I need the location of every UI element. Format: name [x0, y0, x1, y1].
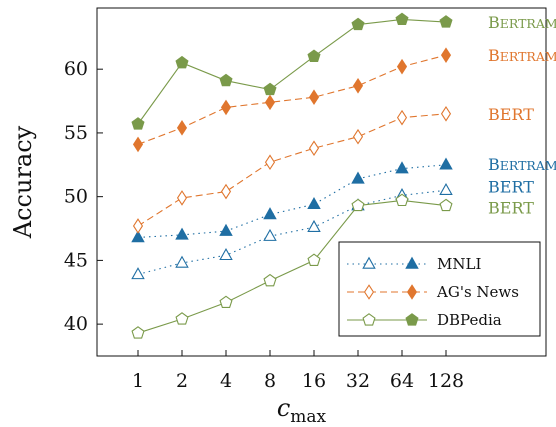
- series-line: [137, 199, 447, 334]
- data-point: [439, 157, 453, 170]
- legend-label: DBPedia: [437, 311, 502, 329]
- data-point: [307, 49, 321, 63]
- series-mnli-bert: [131, 182, 453, 280]
- data-point: [351, 198, 365, 212]
- data-point: [131, 230, 145, 243]
- data-point: [351, 17, 365, 31]
- data-point: [219, 295, 233, 309]
- legend-item: DBPedia: [347, 311, 502, 329]
- series-mnli-bertram: [131, 157, 453, 243]
- series-line: [137, 54, 447, 145]
- x-tick-label: 128: [428, 370, 464, 392]
- data-point: [263, 207, 277, 220]
- series-line: [137, 189, 447, 275]
- data-point: [439, 15, 453, 28]
- data-point: [307, 196, 321, 210]
- data-point: [176, 190, 188, 206]
- end-label: BERTRAM: [488, 13, 556, 32]
- x-tick-label: 8: [264, 370, 276, 392]
- series-line: [137, 113, 447, 227]
- data-point: [219, 223, 233, 236]
- data-point: [439, 182, 453, 196]
- data-point: [395, 161, 409, 174]
- data-point: [307, 253, 321, 266]
- data-point: [220, 99, 232, 116]
- data-point: [175, 55, 189, 69]
- end-label: BERT: [488, 199, 534, 218]
- x-tick-label: 32: [346, 370, 370, 392]
- x-tick-label: 16: [302, 370, 326, 392]
- data-point: [308, 89, 320, 106]
- data-point: [263, 228, 277, 241]
- data-point: [219, 247, 233, 261]
- data-point: [396, 109, 408, 126]
- end-label: BERTRAM: [488, 155, 556, 174]
- data-point: [175, 227, 189, 240]
- legend-label: AG's News: [436, 283, 519, 301]
- x-tick-label: 4: [220, 370, 232, 392]
- legend-marker-open: [363, 284, 375, 300]
- data-point: [175, 255, 189, 268]
- series-dbpedia-bertram: [131, 12, 453, 130]
- y-tick-label: 60: [64, 58, 88, 80]
- data-point: [351, 171, 365, 184]
- data-point: [307, 219, 321, 233]
- data-point: [263, 273, 277, 287]
- data-point: [176, 120, 188, 136]
- end-label: BERTRAM: [488, 46, 556, 65]
- y-tick-label: 40: [64, 313, 88, 335]
- data-point: [132, 218, 144, 234]
- data-point: [352, 77, 364, 94]
- legend-marker-open: [362, 256, 376, 269]
- y-tick-label: 55: [64, 122, 88, 144]
- end-label: BERT: [488, 105, 534, 124]
- series-dbpedia-bert: [131, 193, 453, 339]
- y-tick-label: 50: [64, 186, 88, 208]
- series-agnews-bert: [132, 105, 452, 234]
- data-point: [395, 193, 409, 207]
- legend-item: MNLI: [347, 255, 481, 273]
- x-tick-label: 1: [132, 370, 144, 392]
- data-point: [263, 82, 277, 96]
- end-label: BERT: [488, 177, 534, 196]
- legend-marker-filled: [406, 284, 418, 300]
- data-point: [132, 136, 144, 153]
- data-point: [440, 105, 452, 122]
- legend-marker-open: [362, 313, 376, 326]
- data-point: [308, 140, 320, 157]
- data-point: [175, 312, 189, 325]
- data-point: [131, 267, 145, 280]
- data-point: [396, 58, 408, 75]
- data-point: [439, 198, 453, 212]
- data-point: [395, 12, 409, 26]
- data-point: [264, 154, 276, 171]
- legend-marker-filled: [405, 313, 419, 326]
- data-point: [219, 73, 233, 87]
- data-point: [264, 94, 276, 111]
- data-point: [131, 117, 145, 130]
- legend-item: AG's News: [347, 283, 519, 301]
- x-tick-label: 64: [390, 370, 414, 392]
- series-line: [137, 18, 447, 125]
- series-agnews-bertram: [132, 47, 452, 153]
- y-tick-label: 45: [64, 249, 88, 271]
- legend-marker-filled: [405, 256, 419, 269]
- y-axis-title: Accuracy: [9, 125, 37, 239]
- data-point: [220, 183, 232, 200]
- legend-label: MNLI: [437, 255, 481, 273]
- plot-frame: [96, 7, 547, 357]
- data-point: [131, 326, 145, 339]
- data-point: [352, 128, 364, 145]
- x-tick-label: 2: [176, 370, 188, 392]
- x-axis-title: cmax: [277, 394, 327, 427]
- data-point: [440, 47, 452, 63]
